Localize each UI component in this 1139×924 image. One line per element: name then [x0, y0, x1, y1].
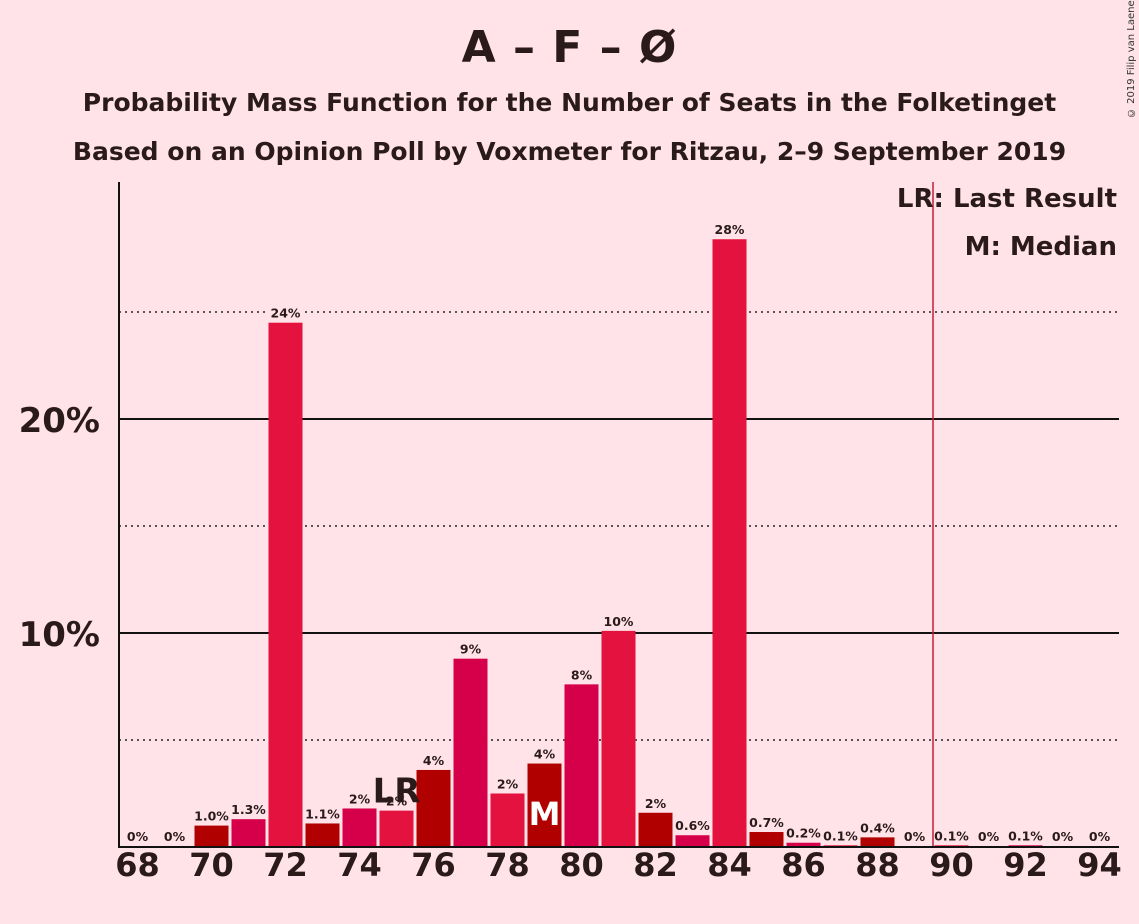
- bar: [675, 835, 710, 847]
- value-label: 2%: [349, 791, 371, 806]
- value-label: 0%: [904, 829, 926, 844]
- value-label: 0%: [1089, 829, 1111, 844]
- value-label: 0%: [127, 829, 149, 844]
- legend-median: M: Median: [964, 232, 1117, 262]
- value-labels-group: 0% 0% 1.0% 1.3% 24% 1.1% 2% 2% 4% 9% 2% 4% 8% 10% 2% 0.…: [127, 221, 1111, 844]
- y-tick-label: 10%: [19, 615, 100, 655]
- value-label-background: [711, 221, 748, 237]
- x-tick-label: 82: [633, 846, 678, 884]
- x-tick-label: 70: [189, 846, 234, 884]
- bars-group: [194, 239, 1043, 848]
- x-tick-label: 80: [559, 846, 604, 884]
- value-label: 0%: [1052, 829, 1074, 844]
- value-label: 9%: [460, 642, 482, 657]
- bar: [749, 832, 784, 847]
- y-tick-label: 20%: [19, 401, 100, 441]
- chart-title: A – F – Ø: [461, 22, 678, 73]
- value-label: 2%: [497, 777, 519, 792]
- x-tick-label: 90: [929, 846, 974, 884]
- bar: [527, 763, 562, 847]
- value-label: 10%: [604, 614, 634, 629]
- median-marker: M: [529, 795, 561, 833]
- value-label: 0.1%: [823, 828, 858, 843]
- value-label: 28%: [715, 222, 745, 237]
- bar: [342, 808, 377, 847]
- value-label: 0.1%: [934, 828, 969, 843]
- bar: [712, 239, 747, 848]
- bar: [860, 837, 895, 847]
- axes-group: 10% 20% 68 70 72 74 76 78 80 82 84 86 88 90 92 94: [19, 182, 1122, 884]
- x-tick-label: 78: [485, 846, 530, 884]
- value-label-background: [267, 304, 304, 320]
- x-tick-label: 88: [855, 846, 900, 884]
- value-label: 2%: [386, 794, 408, 809]
- value-label: 8%: [571, 667, 593, 682]
- value-label: 2%: [645, 796, 667, 811]
- bar: [453, 658, 488, 847]
- value-label: 24%: [271, 306, 301, 321]
- bar: [194, 825, 229, 847]
- value-label: 0.1%: [1008, 828, 1043, 843]
- bar: [601, 630, 636, 847]
- chart-subtitle-2: Based on an Opinion Poll by Voxmeter for…: [72, 137, 1067, 166]
- value-label: 1.1%: [305, 806, 340, 821]
- x-tick-label: 68: [115, 846, 160, 884]
- value-label: 4%: [423, 753, 445, 768]
- value-label: 4%: [534, 747, 556, 762]
- chart-subtitle-1: Probability Mass Function for the Number…: [82, 88, 1057, 117]
- value-label: 0.4%: [860, 820, 895, 835]
- bar: [786, 842, 821, 847]
- value-label: 1.0%: [194, 809, 229, 824]
- bar: [638, 812, 673, 847]
- bar: [305, 823, 340, 847]
- x-tick-label: 86: [781, 846, 826, 884]
- value-label: 1.3%: [231, 802, 266, 817]
- x-tick-label: 72: [263, 846, 308, 884]
- x-tick-label: 92: [1003, 846, 1048, 884]
- x-tick-label: 84: [707, 846, 752, 884]
- bar: [231, 819, 266, 847]
- x-tick-label: 74: [337, 846, 382, 884]
- bar: [268, 322, 303, 847]
- last-result-marker: LR: [373, 772, 421, 812]
- x-tick-label: 76: [411, 846, 456, 884]
- value-label: 0.7%: [749, 815, 784, 830]
- value-label: 0%: [978, 829, 1000, 844]
- value-label: 0.6%: [675, 818, 710, 833]
- bar: [416, 769, 451, 847]
- x-tick-label: 94: [1077, 846, 1122, 884]
- bar: [490, 793, 525, 847]
- bar: [379, 810, 414, 847]
- value-label: 0%: [164, 829, 186, 844]
- legend-last-result: LR: Last Result: [896, 184, 1117, 214]
- value-label: 0.2%: [786, 826, 821, 841]
- bar: [564, 684, 599, 847]
